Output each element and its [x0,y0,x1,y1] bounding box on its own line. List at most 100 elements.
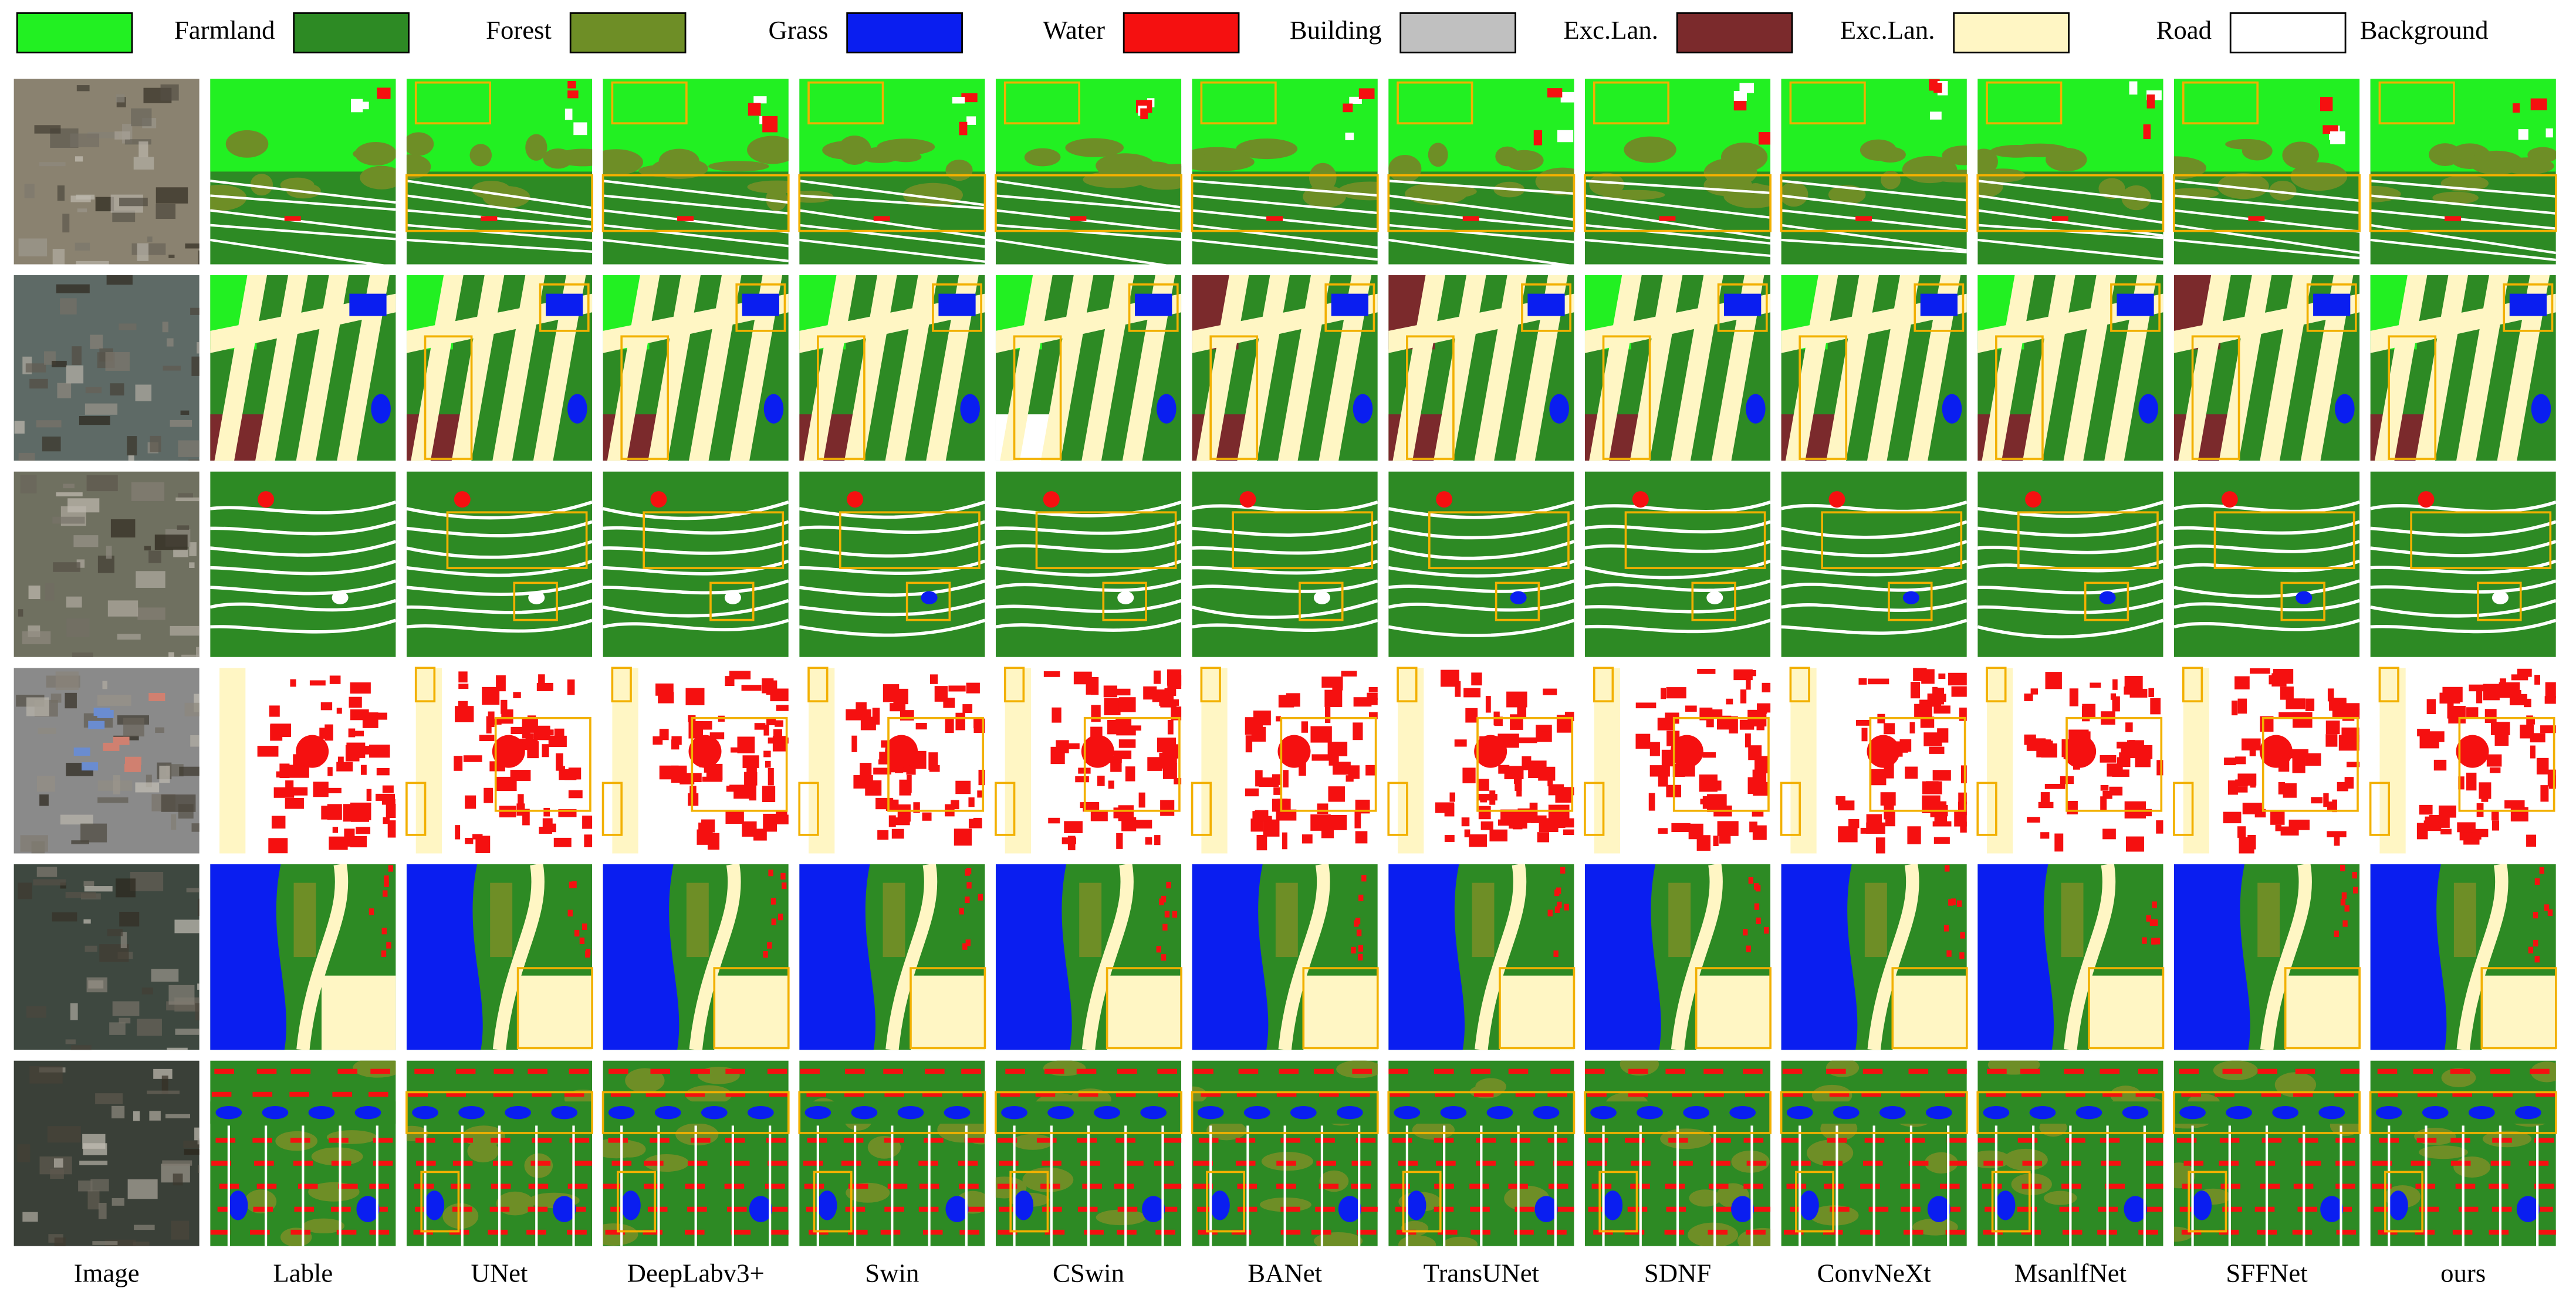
seg-region [1206,1120,1246,1141]
segmentation-map [1192,79,1378,265]
highlight-box [494,716,591,812]
seg-region [2173,156,2206,180]
seg-line [1081,864,1134,1050]
seg-region [845,1068,865,1074]
seg-region [1933,837,1950,844]
seg-region [1094,1106,1121,1120]
seg-region [1280,1229,1301,1235]
seg-region [370,1068,390,1074]
segmentation-map [1977,275,2163,461]
seg-region [1799,1191,1819,1220]
image-texture [190,735,200,747]
seg-region [528,591,545,604]
seg-region [1245,788,1259,797]
seg-region [1167,669,1182,686]
seg-region [610,1091,631,1097]
segmentation-map [210,1060,396,1246]
image-texture [78,1180,93,1192]
seg-region [1478,806,1491,820]
seg-region [890,703,906,712]
seg-region [659,765,679,780]
seg-region [1192,1086,1208,1104]
segmentation-map [603,1060,789,1246]
seg-region [2340,899,2346,906]
column-label: ConvNeXt [1817,1259,1932,1288]
seg-region [386,942,391,949]
seg-region [1324,689,1343,707]
seg-region [1475,1078,1507,1095]
seg-region [2354,703,2360,710]
seg-region [2278,782,2286,794]
segmentation-map [1781,1060,1967,1246]
image-texture [52,249,65,265]
seg-region [1550,1068,1570,1074]
seg-region [1311,754,1332,761]
seg-region [2223,811,2242,824]
seg-region [387,820,396,838]
image-texture [77,208,87,212]
seg-region [533,275,586,461]
seg-region [1902,155,1958,184]
seg-line [1781,598,1967,612]
seg-region [858,147,902,163]
seg-region [2305,753,2321,766]
seg-line [1388,500,1574,519]
seg-region [2340,1068,2360,1074]
seg-region [2146,915,2151,922]
seg-region [1352,1068,1372,1074]
seg-region [1515,275,1568,461]
seg-region [1884,804,1894,820]
seg-region [687,1206,707,1212]
image-texture [162,1160,192,1166]
seg-region [1658,828,1668,834]
seg-region [268,838,288,854]
seg-region [289,1091,309,1097]
seg-region [2271,673,2287,686]
highlight-box [1280,716,1377,812]
seg-line [1192,500,1378,513]
seg-region [1920,716,1935,728]
image-texture [189,562,195,569]
seg-line [1977,579,2163,595]
seg-region [214,1068,234,1074]
seg-region [2064,1068,2084,1074]
image-texture [110,383,124,396]
seg-region [998,1229,1017,1235]
seg-region [1302,834,1313,844]
highlight-box [1914,283,1965,332]
seg-region [2254,1206,2275,1212]
seg-region [1624,136,1676,163]
seg-region [2490,1068,2510,1074]
highlight-box [2369,174,2557,232]
seg-region [1315,1206,1335,1212]
image-texture [134,1225,155,1230]
seg-region [1469,834,1487,847]
segmentation-map [1192,864,1378,1050]
image-texture [186,888,200,892]
seg-region [373,1138,393,1143]
image-texture [20,835,48,852]
seg-region [625,1068,665,1093]
seg-region [1870,769,1887,786]
seg-line [406,540,593,559]
seg-region [1319,275,1372,461]
seg-region [2054,833,2064,852]
segmentation-map [603,275,789,461]
seg-region [2062,1229,2083,1235]
seg-line [1388,224,1574,244]
seg-region [2145,1161,2163,1166]
image-texture [60,882,67,889]
seg-region [1081,735,1114,768]
seg-region [559,766,565,780]
seg-region [2540,785,2549,802]
seg-region [573,122,587,136]
seg-region [2099,591,2116,604]
image-texture [185,243,200,249]
seg-region [327,787,342,793]
seg-region [361,765,367,775]
seg-region [2450,1138,2470,1143]
seg-region [2237,698,2247,714]
seg-region [1982,275,2035,461]
seg-region [2482,975,2556,1050]
legend-swatch [1676,12,1793,53]
